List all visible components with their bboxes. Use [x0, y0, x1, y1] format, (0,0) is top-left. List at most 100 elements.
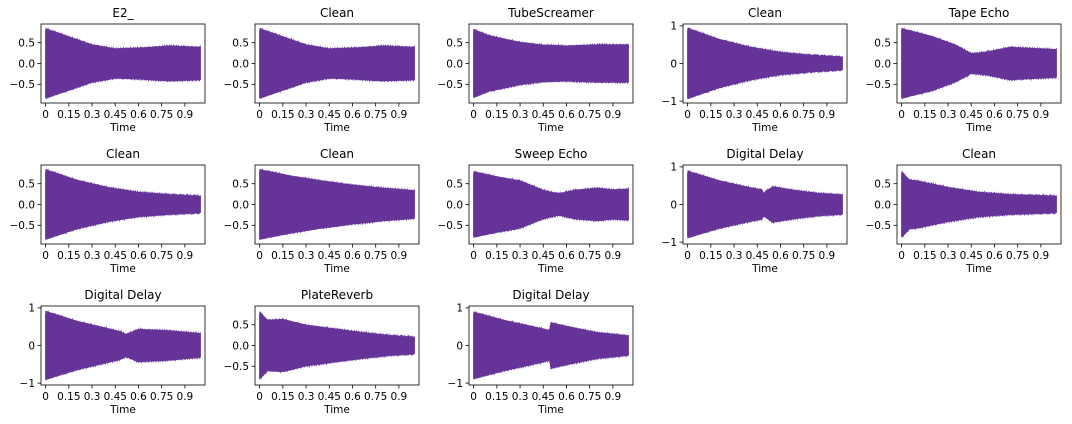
y-tick-label: 0.0: [232, 340, 249, 352]
x-tick-label: 0.9: [605, 109, 622, 121]
x-tick-label: 0.45: [318, 391, 341, 403]
x-axis-label: Time: [537, 263, 564, 275]
x-axis-label: Time: [109, 404, 136, 416]
y-tick-label: 1: [28, 303, 35, 315]
waveform-series: [259, 27, 415, 99]
x-tick-label: 0.9: [391, 109, 408, 121]
x-tick-label: 0.9: [819, 109, 836, 121]
x-tick-label: 0: [470, 391, 477, 403]
x-tick-label: 0.3: [512, 391, 529, 403]
waveform-series: [259, 311, 415, 380]
x-tick-label: 0.3: [298, 250, 315, 262]
y-tick-label: 0.0: [874, 58, 891, 70]
subplot-title: Clean: [106, 147, 140, 161]
subplot-title: Clean: [320, 6, 354, 20]
x-tick-label: 0.6: [130, 250, 147, 262]
x-tick-label: 0.45: [532, 391, 555, 403]
x-tick-label: 0.45: [318, 250, 341, 262]
x-tick-label: 0.75: [150, 391, 173, 403]
x-tick-label: 0.75: [792, 250, 815, 262]
x-axis-label: Time: [751, 122, 778, 134]
x-axis-label: Time: [109, 263, 136, 275]
x-axis-label: Time: [537, 404, 564, 416]
x-tick-label: 0.15: [699, 109, 722, 121]
x-tick-label: 0: [898, 109, 905, 121]
waveform-series: [473, 28, 629, 98]
y-tick-label: −0.5: [224, 361, 250, 373]
x-tick-label: 0.15: [271, 250, 294, 262]
y-tick-label: 0.0: [446, 199, 463, 211]
subplot-title: Clean: [962, 147, 996, 161]
x-tick-label: 0.9: [391, 391, 408, 403]
x-tick-label: 0.3: [726, 250, 743, 262]
x-tick-label: 0.15: [913, 250, 936, 262]
y-tick-label: 0: [456, 340, 463, 352]
x-tick-label: 0.6: [130, 109, 147, 121]
y-tick-label: 1: [456, 303, 463, 315]
subplot-title: Tape Echo: [948, 6, 1010, 20]
x-tick-label: 0.9: [605, 391, 622, 403]
subplot-4: Clean 1 0 −1 0 0.15 0.3 0.45 0.6 0.75 0.9 Time: [662, 6, 848, 134]
x-tick-label: 0: [470, 250, 477, 262]
subplot-8: Sweep Echo 0.5 0.0 −0.5 0 0.15 0.3 0.45 0.6 0.75 0…: [438, 147, 634, 275]
x-tick-label: 0.75: [792, 109, 815, 121]
waveform-series: [473, 170, 629, 238]
x-tick-label: 0.45: [104, 109, 127, 121]
x-tick-label: 0.3: [84, 250, 101, 262]
waveform-series: [901, 171, 1057, 238]
x-tick-label: 0.75: [578, 391, 601, 403]
x-tick-label: 0: [42, 391, 49, 403]
y-tick-label: 0.5: [232, 38, 249, 50]
x-tick-label: 0.15: [913, 109, 936, 121]
y-tick-label: 0.0: [18, 199, 35, 211]
x-tick-label: 0.15: [485, 391, 508, 403]
x-tick-label: 0.15: [57, 391, 80, 403]
subplot-9: Digital Delay 1 0 −1 0 0.15 0.3 0.45 0.6 0.75 0.9 T…: [662, 147, 848, 275]
x-tick-label: 0.3: [84, 109, 101, 121]
y-tick-label: 0.5: [232, 179, 249, 191]
x-axis-label: Time: [965, 263, 992, 275]
x-tick-label: 0: [256, 109, 263, 121]
y-tick-label: −1: [662, 237, 677, 249]
x-tick-label: 0: [256, 250, 263, 262]
waveform-series: [687, 169, 843, 239]
y-tick-label: −0.5: [438, 79, 464, 91]
x-axis-label: Time: [323, 263, 350, 275]
y-tick-label: 0.5: [446, 179, 463, 191]
subplot-11: Digital Delay 1 0 −1 0 0.15 0.3 0.45 0.6 0.75 0.9 T…: [20, 288, 206, 416]
y-tick-label: −0.5: [866, 79, 892, 91]
y-tick-label: −0.5: [224, 79, 250, 91]
x-tick-label: 0.45: [746, 109, 769, 121]
x-tick-label: 0.15: [699, 250, 722, 262]
x-tick-label: 0.15: [271, 391, 294, 403]
x-axis-label: Time: [965, 122, 992, 134]
waveform-series: [473, 310, 629, 380]
subplot-7: Clean 0.5 0.0 −0.5 0 0.15 0.3 0.45 0.6 0.75 0.9 Tim…: [224, 147, 420, 275]
y-tick-label: 0.0: [874, 199, 891, 211]
x-tick-label: 0.3: [940, 250, 957, 262]
x-tick-label: 0.45: [104, 250, 127, 262]
y-tick-label: 0.0: [232, 199, 249, 211]
y-tick-label: 0.5: [874, 179, 891, 191]
x-tick-label: 0.3: [84, 391, 101, 403]
x-tick-label: 0: [256, 391, 263, 403]
waveform-series: [45, 168, 201, 240]
x-tick-label: 0.9: [1033, 250, 1050, 262]
waveform-series: [259, 167, 415, 240]
waveform-series: [901, 27, 1057, 99]
subplot-title: TubeScreamer: [507, 6, 594, 20]
y-tick-label: 1: [670, 162, 677, 174]
subplot-6: Clean 0.5 0.0 −0.5 0 0.15 0.3 0.45 0.6 0.75 0.9 Tim…: [10, 147, 206, 275]
y-tick-label: −0.5: [10, 220, 36, 232]
y-tick-label: −1: [448, 378, 463, 390]
x-tick-label: 0.6: [986, 109, 1003, 121]
y-tick-label: 0: [670, 58, 677, 70]
x-tick-label: 0.15: [485, 109, 508, 121]
y-tick-label: −0.5: [224, 220, 250, 232]
x-tick-label: 0.9: [177, 109, 194, 121]
y-tick-label: 0.5: [446, 38, 463, 50]
y-tick-label: 0.5: [18, 179, 35, 191]
x-tick-label: 0.15: [271, 109, 294, 121]
x-tick-label: 0.6: [558, 109, 575, 121]
x-axis-label: Time: [537, 122, 564, 134]
